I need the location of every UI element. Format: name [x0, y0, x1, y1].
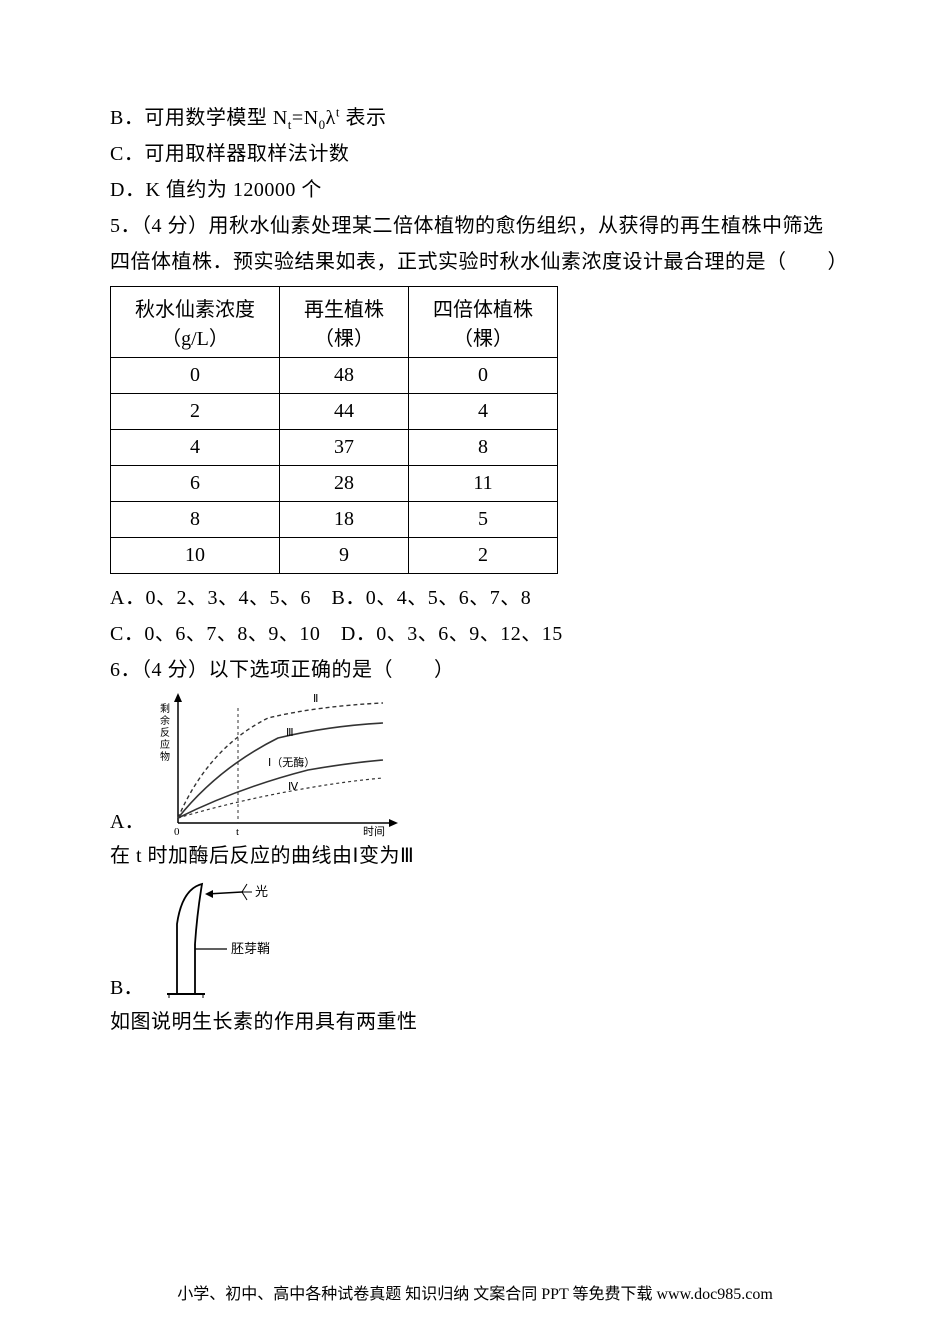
text: 表示	[340, 107, 387, 129]
svg-text:Ⅲ: Ⅲ	[286, 727, 294, 739]
cell: 44	[280, 394, 409, 430]
q6b-svg: 光 胚芽鞘	[147, 874, 287, 1004]
svg-text:Ⅰ（无酶）: Ⅰ（无酶）	[268, 756, 315, 769]
svg-text:时间: 时间	[363, 825, 385, 838]
th1a: 秋水仙素浓度	[135, 299, 255, 321]
table-row: 2444	[111, 394, 558, 430]
q6-option-a-row: A． Ⅱ Ⅲ Ⅰ（无酶）	[110, 688, 840, 838]
text: =N	[292, 107, 319, 129]
q4-option-b: B．可用数学模型 Nt=N0λt 表示	[110, 100, 840, 136]
svg-text:胚芽鞘: 胚芽鞘	[231, 941, 270, 956]
table-row: 8185	[111, 502, 558, 538]
q5-stem: 5．（4 分）用秋水仙素处理某二倍体植物的愈伤组织，从获得的再生植株中筛选四倍体…	[110, 208, 840, 280]
cell: 0	[409, 358, 558, 394]
q6-option-b-row: B． 光 胚芽鞘	[110, 874, 840, 1004]
table-header-row: 秋水仙素浓度 （g/L） 再生植株 （棵） 四倍体植株 （棵）	[111, 287, 558, 358]
q4-option-d: D．K 值约为 120000 个	[110, 172, 840, 208]
th1b: （g/L）	[161, 328, 229, 350]
svg-text:物: 物	[160, 750, 170, 763]
q6-stem: 6．（4 分）以下选项正确的是（ ）	[110, 652, 840, 688]
cell: 11	[409, 466, 558, 502]
option-a-prefix: A．	[110, 805, 144, 838]
table-row: 0480	[111, 358, 558, 394]
th3a: 四倍体植株	[433, 299, 533, 321]
page: B．可用数学模型 Nt=N0λt 表示 C．可用取样器取样法计数 D．K 值约为…	[0, 0, 950, 1344]
q5-options-line1: A．0、2、3、4、5、6 B．0、4、5、6、7、8	[110, 580, 840, 616]
cell: 6	[111, 466, 280, 502]
th2a: 再生植株	[304, 299, 384, 321]
svg-text:Ⅳ: Ⅳ	[288, 781, 299, 793]
th2b: （棵）	[314, 328, 374, 350]
th3b: （棵）	[453, 328, 513, 350]
cell: 9	[280, 538, 409, 574]
svg-text:Ⅱ: Ⅱ	[313, 693, 318, 705]
cell: 18	[280, 502, 409, 538]
cell: 8	[111, 502, 280, 538]
cell: 4	[111, 430, 280, 466]
q5-table: 秋水仙素浓度（g/L） 再生植株（棵） 四倍体植株（棵） 0480 2444 4…	[110, 286, 558, 574]
cell: 8	[409, 430, 558, 466]
svg-text:应: 应	[160, 738, 170, 751]
cell: 5	[409, 502, 558, 538]
cell: 48	[280, 358, 409, 394]
q6a-svg: Ⅱ Ⅲ Ⅰ（无酶） Ⅳ t 0 时间 剩 余 反 应 物	[148, 688, 408, 838]
q6b-diagram: 光 胚芽鞘	[147, 874, 287, 1004]
table-header: 再生植株 （棵）	[280, 287, 409, 358]
cell: 28	[280, 466, 409, 502]
page-footer: 小学、初中、高中各种试卷真题 知识归纳 文案合同 PPT 等免费下载 www.d…	[0, 1280, 950, 1304]
svg-text:0: 0	[174, 826, 180, 838]
subscript-0: 0	[319, 117, 326, 132]
table-header: 四倍体植株 （棵）	[409, 287, 558, 358]
table-row: 1092	[111, 538, 558, 574]
option-b-prefix: B．	[110, 971, 143, 1004]
cell: 10	[111, 538, 280, 574]
table-header: 秋水仙素浓度 （g/L）	[111, 287, 280, 358]
cell: 4	[409, 394, 558, 430]
svg-text:反: 反	[160, 727, 170, 739]
svg-text:剩: 剩	[160, 702, 170, 715]
q6a-chart: Ⅱ Ⅲ Ⅰ（无酶） Ⅳ t 0 时间 剩 余 反 应 物	[148, 688, 408, 838]
svg-text:t: t	[236, 826, 239, 838]
table-row: 62811	[111, 466, 558, 502]
text: B．可用数学模型 N	[110, 107, 288, 129]
q4-option-c: C．可用取样器取样法计数	[110, 136, 840, 172]
cell: 37	[280, 430, 409, 466]
q6-option-b-desc: 如图说明生长素的作用具有两重性	[110, 1004, 840, 1040]
cell: 0	[111, 358, 280, 394]
cell: 2	[409, 538, 558, 574]
table-row: 4378	[111, 430, 558, 466]
svg-text:光: 光	[255, 884, 268, 899]
lambda: λ	[326, 107, 336, 129]
q6-option-a-desc: 在 t 时加酶后反应的曲线由Ⅰ变为Ⅲ	[110, 838, 840, 874]
svg-text:余: 余	[160, 714, 170, 727]
q5-options-line2: C．0、6、7、8、9、10 D．0、3、6、9、12、15	[110, 616, 840, 652]
cell: 2	[111, 394, 280, 430]
